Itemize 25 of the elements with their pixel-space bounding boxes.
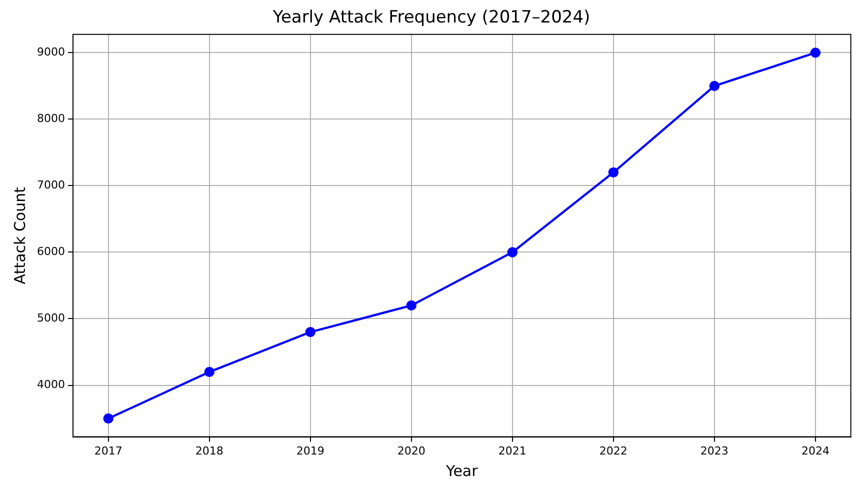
y-tick-label: 6000 (36, 245, 65, 258)
x-axis-title: Year (445, 462, 479, 480)
x-tick-label: 2019 (296, 444, 324, 458)
y-tick-label: 5000 (36, 312, 65, 325)
chart-title: Yearly Attack Frequency (2017–2024) (272, 8, 590, 28)
y-tick-label: 4000 (36, 378, 65, 392)
y-axis-title: Attack Count (10, 186, 29, 284)
y-tick-label: 8000 (36, 112, 65, 126)
y-tick-label: 7000 (36, 178, 65, 192)
x-tick-label: 2021 (498, 444, 526, 458)
x-tick-label: 2020 (397, 444, 426, 458)
point (507, 247, 518, 258)
point (608, 167, 619, 178)
x-tick-label: 2018 (195, 444, 224, 458)
x-tick-label: 2024 (801, 444, 830, 458)
x-tick-label: 2017 (94, 444, 122, 458)
point (709, 80, 720, 92)
y-tick-label: 9000 (36, 46, 65, 59)
point (305, 326, 316, 338)
point (103, 413, 114, 424)
x-tick-label: 2023 (700, 444, 728, 458)
point (204, 366, 214, 378)
point (406, 300, 416, 311)
x-tick-label: 2022 (599, 444, 628, 458)
point (810, 48, 821, 58)
